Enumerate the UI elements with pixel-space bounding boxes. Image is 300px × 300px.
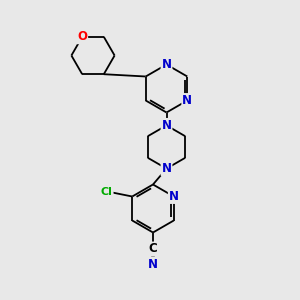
Text: N: N [182, 94, 192, 107]
Text: N: N [161, 58, 172, 71]
Text: N: N [161, 162, 172, 175]
Text: N: N [148, 257, 158, 271]
Text: N: N [161, 119, 172, 132]
Text: N: N [169, 190, 179, 203]
Text: Cl: Cl [101, 187, 113, 197]
Text: C: C [148, 242, 158, 256]
Text: O: O [77, 30, 87, 43]
